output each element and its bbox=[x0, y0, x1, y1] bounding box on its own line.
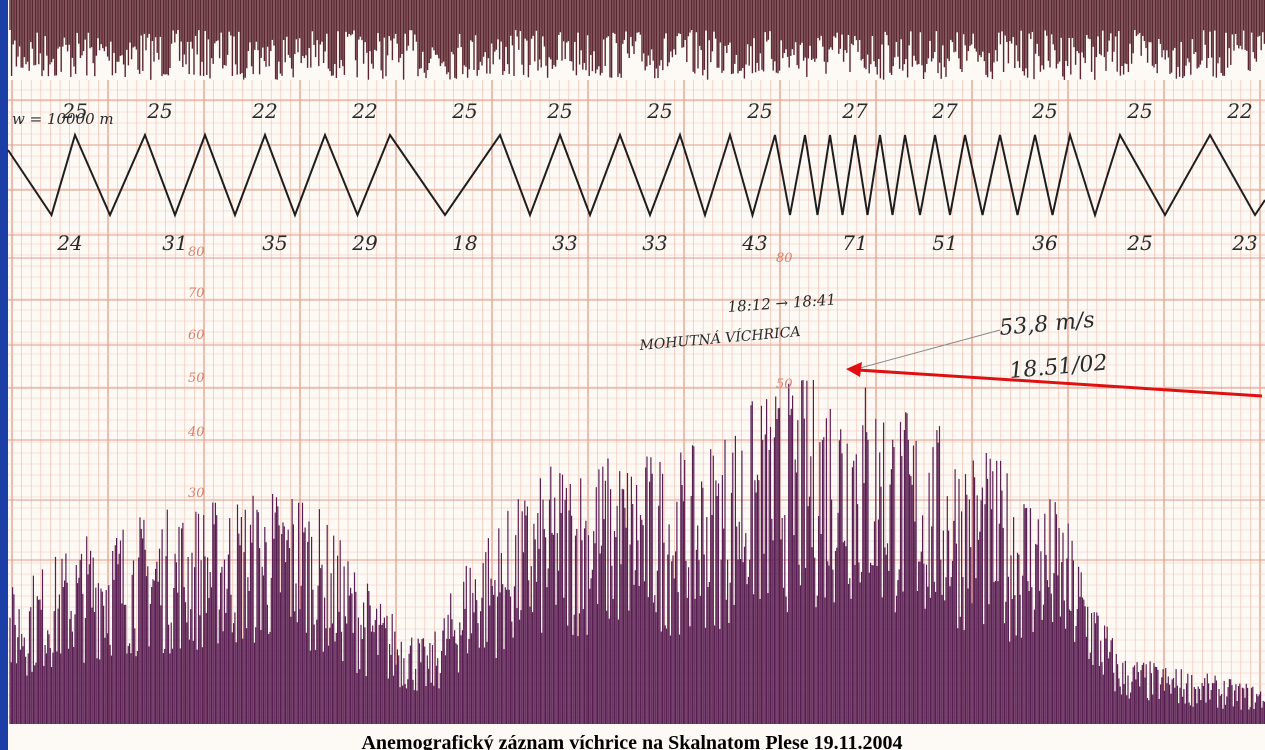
top-reading: 22 bbox=[251, 99, 277, 123]
top-reading: 25 bbox=[451, 99, 477, 123]
bottom-reading: 18 bbox=[452, 231, 477, 255]
bottom-reading: 23 bbox=[1231, 231, 1257, 255]
scale-label: 50 bbox=[776, 377, 793, 392]
bottom-reading: 31 bbox=[162, 231, 187, 255]
top-reading: 25 bbox=[1031, 99, 1057, 123]
bottom-reading: 24 bbox=[56, 231, 82, 255]
caption: Anemografický záznam víchrice na Skalnat… bbox=[361, 732, 902, 750]
slide: 25 25 22 22 25 25 25 25 27 27 25 25 22 24 31 35 29 18 33 33… bbox=[0, 0, 1265, 750]
top-reading: 22 bbox=[351, 99, 377, 123]
scale-label: 60 bbox=[188, 328, 205, 343]
page: 25 25 22 22 25 25 25 25 27 27 25 25 22 24 31 35 29 18 33 33… bbox=[0, 0, 1265, 750]
bottom-reading: 35 bbox=[262, 231, 287, 255]
bottom-reading: 71 bbox=[842, 231, 867, 255]
top-reading: 25 bbox=[1126, 99, 1152, 123]
scale-label: 80 bbox=[776, 251, 793, 266]
bottom-reading: 43 bbox=[741, 231, 767, 255]
scale-label: 40 bbox=[187, 425, 205, 440]
top-reading: 25 bbox=[146, 99, 172, 123]
top-reading: 27 bbox=[841, 99, 868, 123]
top-reading: 25 bbox=[646, 99, 672, 123]
bottom-reading: 29 bbox=[351, 231, 378, 255]
bottom-reading: 51 bbox=[932, 231, 957, 255]
bottom-reading: 33 bbox=[552, 231, 577, 255]
bottom-reading: 33 bbox=[642, 231, 667, 255]
scale-label: 80 bbox=[188, 245, 205, 260]
scale-label: 30 bbox=[188, 486, 205, 501]
scale-label: 50 bbox=[188, 371, 205, 386]
scale-label: 70 bbox=[188, 286, 205, 301]
top-reading: 27 bbox=[931, 99, 958, 123]
top-reading: 25 bbox=[746, 99, 772, 123]
bottom-reading: 36 bbox=[1032, 231, 1058, 255]
bottom-reading: 25 bbox=[1126, 231, 1152, 255]
width-note: w = 10000 m bbox=[12, 110, 114, 128]
top-reading: 22 bbox=[1226, 99, 1252, 123]
top-reading: 25 bbox=[546, 99, 572, 123]
